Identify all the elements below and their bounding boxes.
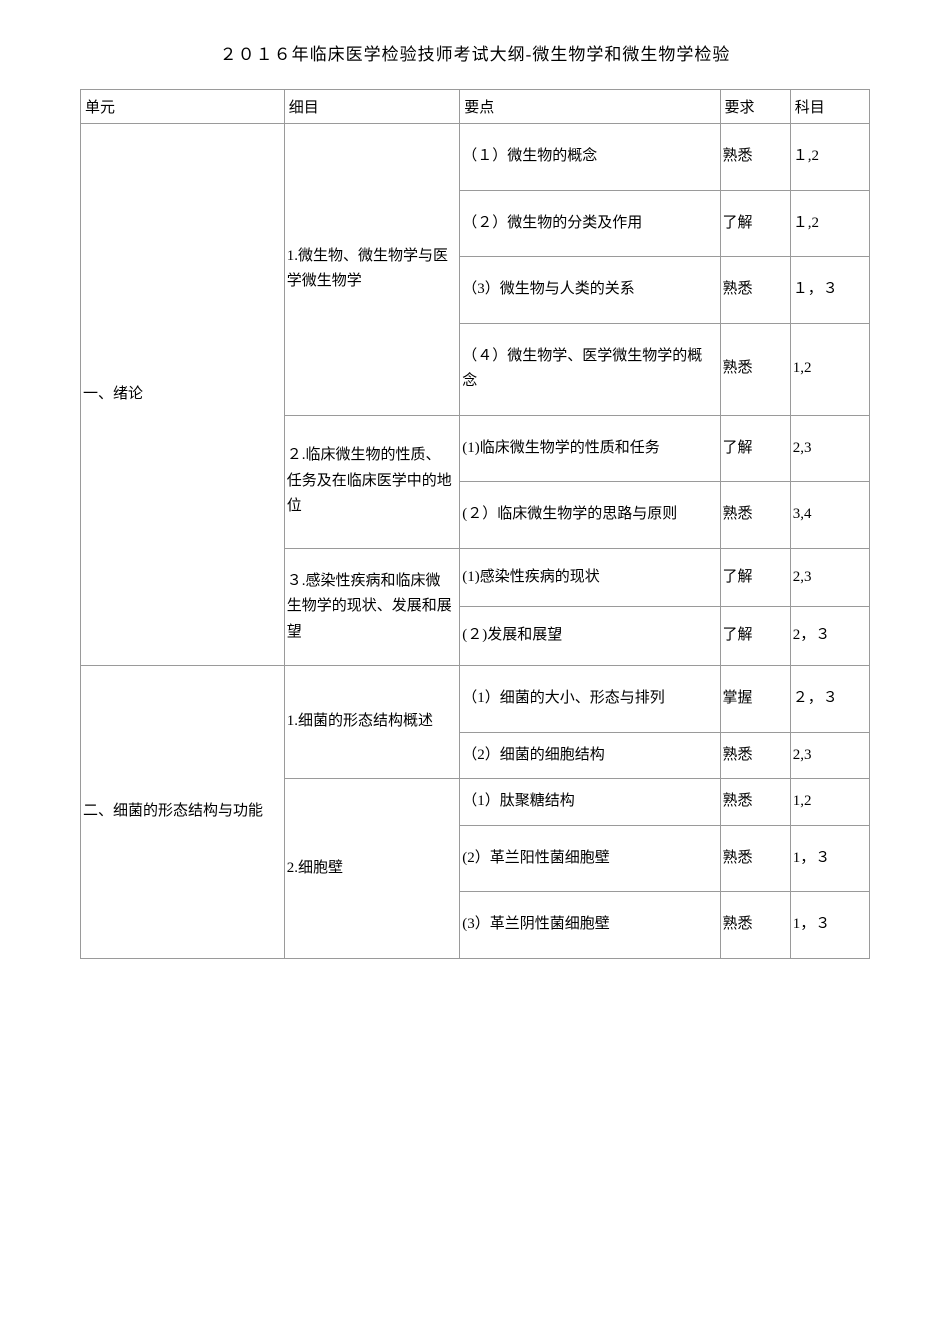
page-title: ２０１６年临床医学检验技师考试大纲-微生物学和微生物学检验	[80, 40, 870, 65]
point-cell: (2）革兰阳性菌细胞壁	[460, 825, 720, 892]
req-cell: 了解	[720, 415, 790, 482]
point-cell: （1）肽聚糖结构	[460, 779, 720, 826]
req-cell: 掌握	[720, 666, 790, 733]
req-cell: 熟悉	[720, 257, 790, 324]
subj-cell: １，３	[790, 257, 869, 324]
point-cell: （1）细菌的大小、形态与排列	[460, 666, 720, 733]
table-header-row: 单元 细目 要点 要求 科目	[81, 90, 870, 124]
subj-cell: 1,2	[790, 323, 869, 415]
subj-cell: 2,3	[790, 732, 869, 779]
header-point: 要点	[460, 90, 720, 124]
point-cell: (２)发展和展望	[460, 607, 720, 666]
subj-cell: ２，３	[790, 666, 869, 733]
point-cell: (1)临床微生物学的性质和任务	[460, 415, 720, 482]
table-row: 二、细菌的形态结构与功能 1.细菌的形态结构概述 （1）细菌的大小、形态与排列 …	[81, 666, 870, 733]
syllabus-table: 单元 细目 要点 要求 科目 一、绪论 1.微生物、微生物学与医学微生物学 （１…	[80, 89, 870, 959]
subj-cell: １,2	[790, 124, 869, 191]
detail-cell: ２.临床微生物的性质、任务及在临床医学中的地位	[284, 415, 459, 548]
req-cell: 了解	[720, 607, 790, 666]
req-cell: 熟悉	[720, 323, 790, 415]
detail-cell: 1.细菌的形态结构概述	[284, 666, 459, 779]
req-cell: 熟悉	[720, 482, 790, 549]
req-cell: 了解	[720, 190, 790, 257]
point-cell: (3）革兰阴性菌细胞壁	[460, 892, 720, 959]
point-cell: （４）微生物学、医学微生物学的概念	[460, 323, 720, 415]
point-cell: （２）微生物的分类及作用	[460, 190, 720, 257]
detail-cell: 2.细胞壁	[284, 779, 459, 959]
point-cell: (２）临床微生物学的思路与原则	[460, 482, 720, 549]
point-cell: （１）微生物的概念	[460, 124, 720, 191]
detail-cell: ３.感染性疾病和临床微生物学的现状、发展和展望	[284, 548, 459, 666]
detail-cell: 1.微生物、微生物学与医学微生物学	[284, 124, 459, 416]
req-cell: 熟悉	[720, 825, 790, 892]
header-detail: 细目	[284, 90, 459, 124]
subj-cell: 1，３	[790, 825, 869, 892]
header-unit: 单元	[81, 90, 285, 124]
point-cell: (1)感染性疾病的现状	[460, 548, 720, 607]
subj-cell: 3,4	[790, 482, 869, 549]
subj-cell: 2,3	[790, 548, 869, 607]
subj-cell: 2,3	[790, 415, 869, 482]
subj-cell: 1,2	[790, 779, 869, 826]
header-req: 要求	[720, 90, 790, 124]
subj-cell: １,2	[790, 190, 869, 257]
unit-cell: 一、绪论	[81, 124, 285, 666]
req-cell: 熟悉	[720, 732, 790, 779]
point-cell: （3）微生物与人类的关系	[460, 257, 720, 324]
req-cell: 了解	[720, 548, 790, 607]
header-subj: 科目	[790, 90, 869, 124]
subj-cell: 2，３	[790, 607, 869, 666]
req-cell: 熟悉	[720, 124, 790, 191]
req-cell: 熟悉	[720, 892, 790, 959]
table-row: 一、绪论 1.微生物、微生物学与医学微生物学 （１）微生物的概念 熟悉 １,2	[81, 124, 870, 191]
point-cell: （2）细菌的细胞结构	[460, 732, 720, 779]
unit-cell: 二、细菌的形态结构与功能	[81, 666, 285, 959]
req-cell: 熟悉	[720, 779, 790, 826]
subj-cell: 1，３	[790, 892, 869, 959]
